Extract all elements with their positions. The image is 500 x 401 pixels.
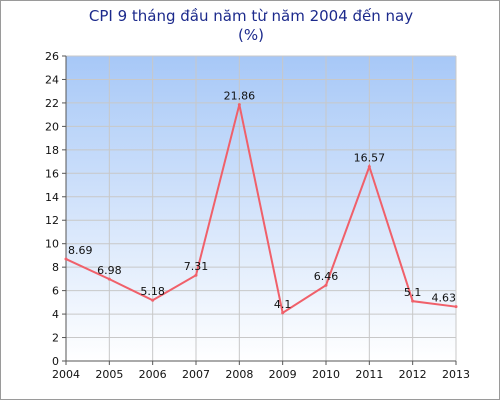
y-tick-label: 20: [45, 120, 59, 133]
y-tick-label: 4: [52, 308, 59, 321]
y-tick-label: 14: [45, 191, 59, 204]
data-point: [411, 299, 415, 303]
y-tick-label: 18: [45, 144, 59, 157]
data-label: 5.18: [140, 285, 165, 298]
x-tick-label: 2009: [269, 368, 297, 381]
y-tick-label: 2: [52, 332, 59, 345]
y-tick-label: 10: [45, 238, 59, 251]
y-tick-label: 6: [52, 285, 59, 298]
data-label: 6.98: [97, 264, 122, 277]
x-tick-label: 2011: [355, 368, 383, 381]
data-point: [194, 273, 198, 277]
data-point: [237, 103, 241, 107]
data-point: [107, 277, 111, 281]
data-point: [454, 305, 458, 309]
x-tick-label: 2007: [182, 368, 210, 381]
y-tick-label: 8: [52, 261, 59, 274]
x-tick-label: 2005: [95, 368, 123, 381]
x-tick-label: 2013: [442, 368, 470, 381]
x-tick-label: 2004: [52, 368, 80, 381]
x-tick-label: 2012: [399, 368, 427, 381]
data-point: [151, 298, 155, 302]
chart-title-block: CPI 9 tháng đầu năm từ năm 2004 đến nay …: [1, 7, 500, 45]
x-tick-label: 2010: [312, 368, 340, 381]
y-tick-label: 24: [45, 73, 59, 86]
data-label: 6.46: [314, 270, 339, 283]
data-label: 4.63: [432, 292, 457, 305]
data-label: 4.1: [274, 298, 292, 311]
y-tick-label: 0: [52, 355, 59, 368]
data-label: 7.31: [184, 260, 209, 273]
chart-title: CPI 9 tháng đầu năm từ năm 2004 đến nay: [88, 7, 414, 25]
axes: [62, 55, 457, 365]
data-label: 8.69: [68, 244, 93, 257]
data-label: 16.57: [354, 152, 386, 165]
chart-subtitle: (%): [238, 26, 264, 44]
data-label: 5.1: [404, 286, 422, 299]
x-tick-label: 2006: [139, 368, 167, 381]
data-labels: 8.69 6.98 5.18 7.31 21.86 4.1 6.46 16.57 5.1 4.63: [68, 90, 456, 311]
x-tick-label: 2008: [225, 368, 253, 381]
series-line: [65, 104, 457, 315]
data-point: [64, 257, 68, 261]
y-tick-label: 26: [45, 50, 59, 63]
data-label: 21.86: [224, 90, 256, 103]
y-tick-label: 22: [45, 97, 59, 110]
data-point: [281, 311, 285, 315]
y-tick-label: 16: [45, 167, 59, 180]
data-point: [324, 283, 328, 287]
y-tick-label: 12: [45, 214, 59, 227]
data-point: [367, 165, 371, 169]
series: [64, 103, 458, 315]
